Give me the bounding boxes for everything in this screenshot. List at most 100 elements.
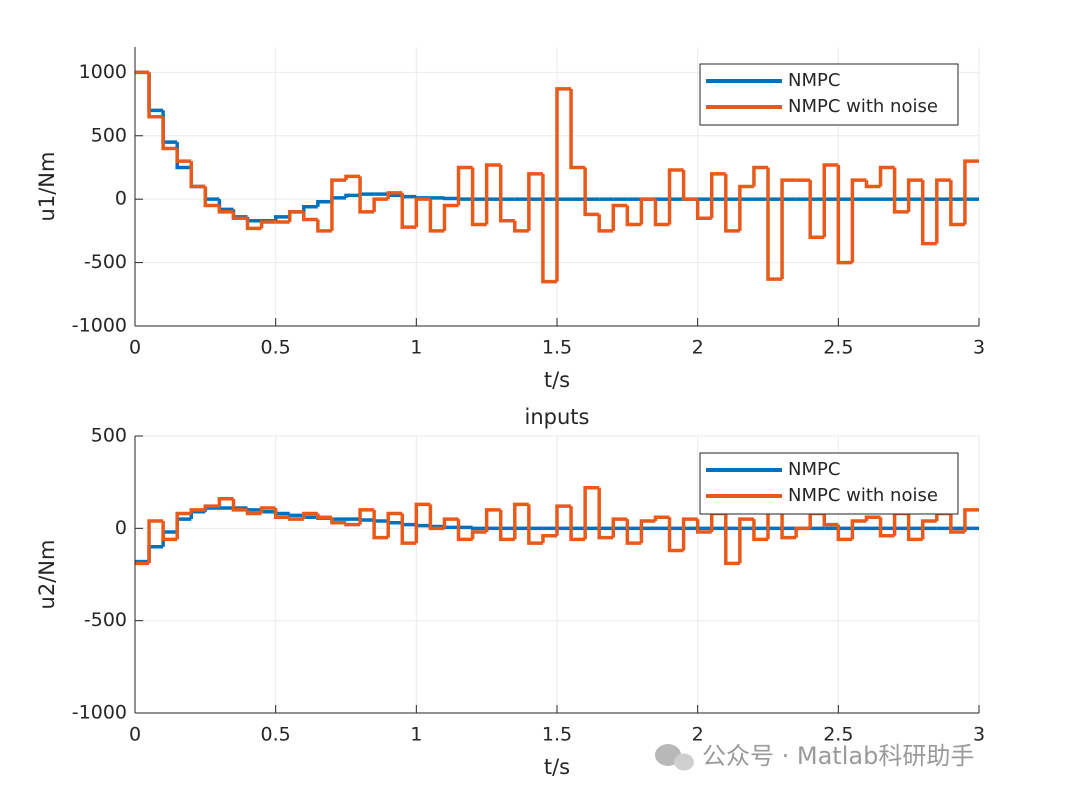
x-axis-label: t/s [544, 368, 570, 392]
step [766, 167, 783, 281]
x-tick-label: 0 [129, 724, 141, 746]
step [400, 194, 417, 199]
chart-title: inputs [525, 405, 590, 429]
step [161, 116, 178, 151]
legend-label: NMPC with noise [788, 485, 938, 506]
step [245, 509, 262, 516]
series [135, 70, 979, 284]
step [147, 519, 164, 564]
step [639, 197, 656, 225]
step [484, 163, 501, 225]
step [414, 197, 431, 228]
step [442, 517, 459, 529]
step [259, 509, 276, 514]
step [428, 524, 445, 529]
step [245, 508, 262, 512]
step [653, 515, 670, 521]
y-tick-label: -500 [84, 251, 127, 273]
y-axis-label: u1/Nm [35, 152, 59, 222]
step [822, 163, 839, 238]
step [287, 513, 304, 518]
y-tick-label: 500 [91, 425, 127, 447]
x-axis-label: t/s [544, 755, 570, 779]
legend: NMPC NMPC with noise [699, 452, 959, 515]
step [667, 168, 684, 225]
step [470, 530, 487, 540]
step [920, 180, 937, 246]
step [822, 513, 839, 527]
step [681, 517, 698, 551]
step [470, 167, 487, 227]
step [203, 504, 220, 510]
step [864, 515, 881, 521]
step [527, 172, 543, 231]
watermark-icon [655, 744, 694, 771]
step [569, 88, 586, 170]
step [344, 174, 361, 181]
step [259, 220, 276, 229]
step [231, 498, 248, 512]
y-tick-label: 1000 [79, 61, 127, 83]
step [864, 180, 881, 189]
step [372, 197, 389, 212]
step [639, 519, 656, 544]
step [597, 214, 614, 233]
step [231, 211, 248, 220]
step [850, 178, 867, 263]
step [330, 178, 346, 231]
step [442, 525, 459, 530]
step [555, 87, 572, 282]
step [794, 526, 811, 538]
step [330, 517, 346, 521]
step [456, 165, 473, 206]
y-tick-label: -1000 [72, 702, 127, 724]
step [358, 192, 375, 196]
step [442, 196, 459, 201]
step [935, 178, 951, 244]
step [836, 524, 853, 542]
step [597, 487, 614, 540]
legend-label: NMPC [788, 70, 840, 91]
step [358, 508, 375, 525]
step [611, 203, 628, 231]
step [836, 164, 853, 265]
x-tick-label: 2.5 [823, 337, 853, 359]
step [513, 220, 529, 233]
step [878, 165, 895, 187]
step [316, 513, 332, 520]
step [316, 199, 332, 207]
step [850, 519, 867, 540]
step [808, 180, 825, 239]
step [400, 513, 417, 545]
step [330, 517, 346, 525]
step [287, 210, 304, 223]
y-tick-label: -1000 [72, 315, 127, 337]
step [949, 180, 965, 227]
step [724, 513, 740, 566]
step [709, 172, 726, 219]
step [316, 219, 332, 233]
step [273, 508, 290, 520]
step [189, 161, 206, 189]
step [372, 519, 389, 523]
step [963, 508, 979, 533]
step [245, 218, 262, 231]
x-tick-label: 1.5 [542, 724, 572, 746]
legend-label: NMPC [788, 459, 840, 480]
step [667, 517, 684, 553]
step [217, 497, 234, 507]
step [527, 504, 543, 545]
step [414, 523, 431, 528]
step [611, 517, 628, 538]
step [175, 148, 192, 163]
legend-box [699, 63, 959, 126]
step [906, 178, 923, 212]
step [287, 517, 304, 521]
step [259, 506, 276, 514]
step [372, 509, 389, 540]
y-tick-label: 500 [91, 124, 127, 146]
step [625, 519, 642, 545]
step [400, 192, 417, 229]
step [484, 508, 501, 533]
